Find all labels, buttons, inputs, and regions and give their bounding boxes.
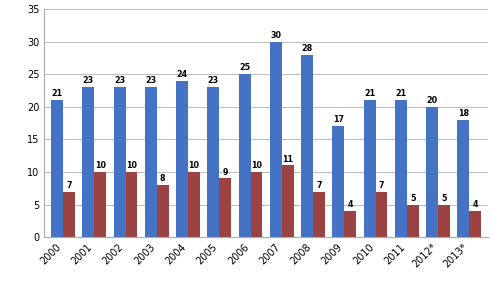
Text: 10: 10 [251, 161, 262, 170]
Bar [395, 100, 407, 237]
Bar [51, 100, 63, 237]
Text: 7: 7 [379, 181, 384, 190]
Text: 18: 18 [458, 109, 469, 118]
Text: 23: 23 [208, 76, 219, 85]
Text: 23: 23 [145, 76, 156, 85]
Bar [82, 87, 94, 237]
Bar [63, 192, 75, 237]
Text: 20: 20 [426, 96, 438, 105]
Text: 21: 21 [364, 89, 375, 98]
Text: 17: 17 [333, 116, 344, 124]
Text: 8: 8 [160, 174, 166, 183]
Bar [282, 165, 294, 237]
Bar [407, 205, 419, 237]
Text: 24: 24 [176, 70, 188, 79]
Bar [145, 87, 157, 237]
Bar [250, 172, 262, 237]
Text: 7: 7 [66, 181, 72, 190]
Bar [344, 211, 356, 237]
Bar [239, 74, 250, 237]
Bar [332, 126, 344, 237]
Text: 25: 25 [239, 63, 250, 72]
Text: 10: 10 [95, 161, 106, 170]
Text: 23: 23 [83, 76, 94, 85]
Text: 30: 30 [270, 31, 282, 40]
Text: 28: 28 [302, 44, 313, 53]
Bar [270, 42, 282, 237]
Text: 7: 7 [317, 181, 322, 190]
Bar [376, 192, 387, 237]
Text: 10: 10 [126, 161, 137, 170]
Text: 5: 5 [441, 194, 447, 202]
Text: 4: 4 [348, 200, 353, 209]
Bar [458, 120, 469, 237]
Bar [364, 100, 376, 237]
Text: 5: 5 [410, 194, 416, 202]
Bar [176, 81, 188, 237]
Bar [313, 192, 325, 237]
Bar [219, 178, 231, 237]
Bar [208, 87, 219, 237]
Text: 23: 23 [114, 76, 125, 85]
Text: 10: 10 [188, 161, 200, 170]
Text: 11: 11 [282, 154, 293, 164]
Bar [301, 55, 313, 237]
Text: 21: 21 [52, 89, 63, 98]
Text: 21: 21 [395, 89, 406, 98]
Bar [157, 185, 169, 237]
Bar [469, 211, 481, 237]
Bar [188, 172, 200, 237]
Bar [438, 205, 450, 237]
Bar [94, 172, 106, 237]
Bar [126, 172, 138, 237]
Bar [426, 107, 438, 237]
Bar [114, 87, 126, 237]
Text: 4: 4 [472, 200, 478, 209]
Text: 9: 9 [222, 168, 228, 177]
